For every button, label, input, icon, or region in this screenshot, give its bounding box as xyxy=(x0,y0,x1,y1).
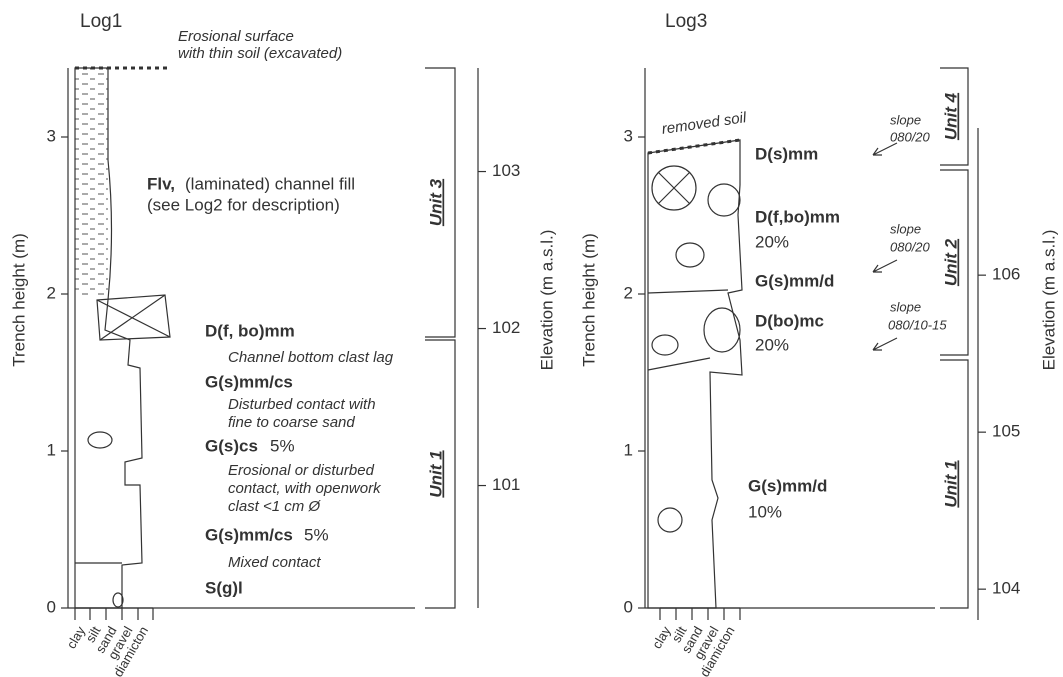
clast-cross xyxy=(96,294,171,341)
annotation: G(s)mm/cs xyxy=(205,372,293,391)
annotation: 20% xyxy=(755,335,789,354)
clast xyxy=(87,431,113,449)
boulder xyxy=(707,183,741,217)
tick-label: 104 xyxy=(992,579,1020,598)
tick-label: 0 xyxy=(47,597,56,616)
annotation: D(bo)mc xyxy=(755,311,824,330)
annotation: Disturbed contact with xyxy=(228,396,376,413)
unit-bracket xyxy=(425,67,456,338)
annotation: Erosional surface xyxy=(178,28,294,45)
axis-title: Trench height (m) xyxy=(579,233,598,367)
annotation: D(s)mm xyxy=(755,144,818,163)
unit-bracket xyxy=(940,67,969,166)
clast xyxy=(657,507,683,533)
annotation: slope xyxy=(890,299,921,314)
axis-title: Trench height (m) xyxy=(9,233,28,367)
slope-arrow xyxy=(872,259,898,273)
annotation: slope xyxy=(890,112,921,127)
grain-label: silt xyxy=(83,623,104,645)
annotation: G(s)mm/cs xyxy=(205,525,293,544)
clast xyxy=(651,334,679,356)
annotation: G(s)mm/d xyxy=(755,271,834,290)
annotation: D(f,bo)mm xyxy=(755,207,840,226)
boulder-cross xyxy=(657,171,691,205)
annotation: Flv, xyxy=(147,174,175,193)
unit-label: Unit 1 xyxy=(426,450,445,497)
annotation: 10% xyxy=(748,502,782,521)
tick-label: 3 xyxy=(47,126,56,145)
clast xyxy=(675,242,705,268)
boulder xyxy=(703,307,741,353)
axis-title: Elevation (m a.s.l.) xyxy=(537,230,556,371)
log-title: Log3 xyxy=(665,11,707,32)
annotation: 080/10-15 xyxy=(888,317,947,332)
annotation: contact, with openwork xyxy=(228,480,382,497)
annotation: G(s)cs xyxy=(205,436,258,455)
annotation: Erosional or disturbed xyxy=(228,462,375,479)
annotation: 080/20 xyxy=(890,129,931,144)
tick-label: 1 xyxy=(47,440,56,459)
unit-label: Unit 4 xyxy=(941,92,960,140)
annotation: G(s)mm/d xyxy=(748,476,827,495)
annotation: 20% xyxy=(755,232,789,251)
unit-label: Unit 1 xyxy=(941,460,960,507)
annotation: 5% xyxy=(270,436,295,455)
tick-label: 102 xyxy=(492,318,520,337)
tick-label: 103 xyxy=(492,161,520,180)
column-outline xyxy=(74,67,143,609)
annotation: Channel bottom clast lag xyxy=(228,349,394,366)
boulder xyxy=(651,165,697,211)
clast xyxy=(112,592,124,608)
unit-label: Unit 2 xyxy=(941,238,960,286)
contact xyxy=(647,357,711,371)
grain-label: silt xyxy=(669,623,690,645)
annotation: with thin soil (excavated) xyxy=(178,45,342,62)
annotation: Mixed contact xyxy=(228,554,321,571)
unit-bracket xyxy=(425,339,456,609)
annotation: 5% xyxy=(304,525,329,544)
slope-arrow xyxy=(872,337,898,351)
log-title: Log1 xyxy=(80,11,122,32)
annotation: 080/20 xyxy=(890,239,931,254)
tick-label: 3 xyxy=(624,126,633,145)
tick-label: 1 xyxy=(624,440,633,459)
tick-label: 0 xyxy=(624,597,633,616)
tick-label: 2 xyxy=(47,283,56,302)
annotation: (see Log2 for description) xyxy=(147,195,340,214)
annotation: D(f, bo)mm xyxy=(205,321,295,340)
annotation: (laminated) channel fill xyxy=(185,174,355,193)
tick-label: 2 xyxy=(624,283,633,302)
tick-label: 106 xyxy=(992,265,1020,284)
annotation: slope xyxy=(890,221,921,236)
contact xyxy=(647,289,729,294)
axis-title: Elevation (m a.s.l.) xyxy=(1039,230,1058,371)
unit-label: Unit 3 xyxy=(426,178,445,226)
log1-column xyxy=(68,66,415,609)
unit-bracket xyxy=(940,169,969,356)
tick-label: 105 xyxy=(992,422,1020,441)
slope-arrow xyxy=(872,142,898,156)
annotation: removed soil xyxy=(661,109,748,138)
annotation: S(g)l xyxy=(205,578,243,597)
unit-bracket xyxy=(940,359,969,609)
column-outline xyxy=(647,139,743,609)
laminated-fill xyxy=(75,68,108,298)
tick-label: 101 xyxy=(492,475,520,494)
annotation: clast <1 cm Ø xyxy=(228,498,321,515)
annotation: fine to coarse sand xyxy=(228,414,355,431)
